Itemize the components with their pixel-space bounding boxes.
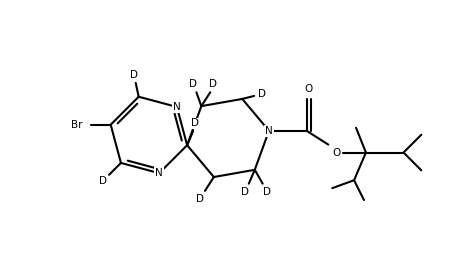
Text: O: O	[332, 147, 340, 158]
Text: D: D	[209, 79, 217, 89]
Text: D: D	[196, 194, 204, 204]
Text: D: D	[130, 70, 138, 80]
Text: N: N	[156, 168, 163, 178]
Text: D: D	[99, 176, 107, 186]
Text: Br: Br	[71, 120, 83, 130]
Text: D: D	[258, 89, 266, 99]
Text: N: N	[173, 102, 181, 112]
Text: D: D	[191, 118, 199, 128]
Text: D: D	[241, 187, 249, 197]
Text: D: D	[190, 79, 198, 89]
Text: O: O	[304, 84, 313, 94]
Text: D: D	[262, 187, 271, 197]
Text: N: N	[265, 126, 273, 136]
